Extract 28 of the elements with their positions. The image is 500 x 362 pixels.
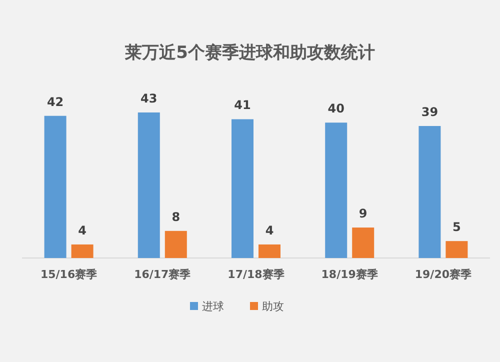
bar [232, 119, 254, 258]
bar [325, 122, 348, 258]
bar [138, 112, 160, 258]
data-label: 8 [172, 210, 180, 224]
data-label: 41 [234, 98, 251, 112]
x-tick-label: 17/18赛季 [228, 268, 286, 281]
data-label: 42 [46, 94, 64, 109]
x-tick-label: 18/19赛季 [321, 268, 379, 281]
legend-label: 助攻 [262, 300, 284, 313]
bar [258, 244, 280, 258]
bar [44, 116, 66, 258]
legend-label: 进球 [202, 300, 224, 313]
data-label: 5 [452, 220, 461, 234]
data-label: 4 [265, 223, 274, 238]
data-label: 40 [328, 102, 344, 116]
data-label: 43 [140, 91, 158, 106]
chart-title: 莱万近5个赛季进球和助攻数统计 [124, 43, 375, 63]
bar [164, 230, 187, 258]
bar [446, 241, 468, 258]
data-label: 4 [78, 223, 86, 238]
x-tick-label: 15/16赛季 [40, 268, 98, 281]
x-tick-label: 19/20赛季 [414, 268, 473, 281]
x-tick-label: 16/17赛季 [134, 268, 192, 281]
data-label: 9 [358, 206, 368, 221]
bar [71, 244, 94, 258]
bar [418, 126, 441, 258]
bar [352, 228, 374, 258]
data-label: 39 [421, 105, 438, 119]
